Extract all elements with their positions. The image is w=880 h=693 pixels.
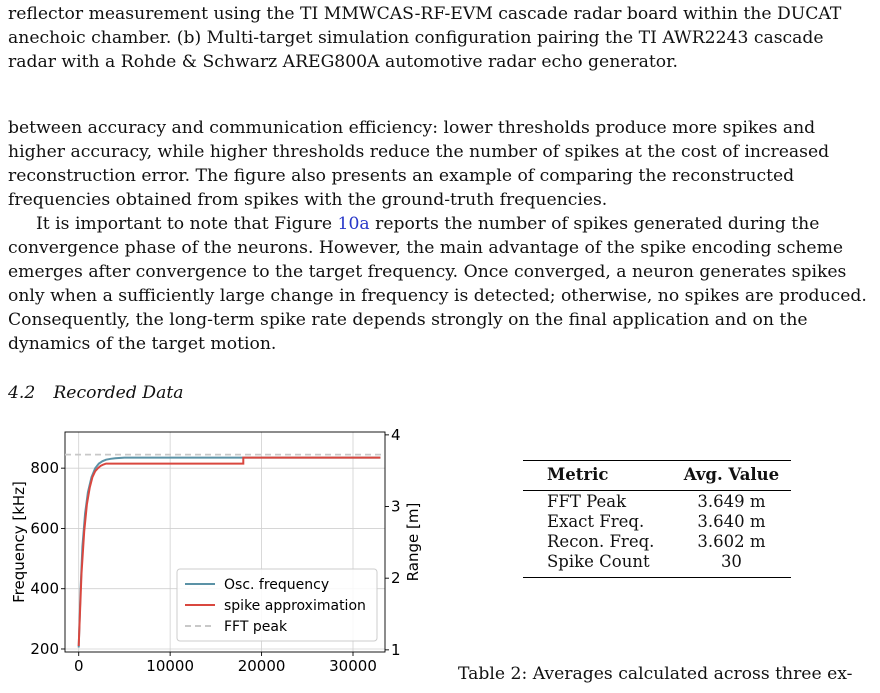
paragraph-convergence: It is important to note that Figure 10a … <box>8 212 870 356</box>
y-tick-label: 200 <box>30 640 59 658</box>
legend-label: spike approximation <box>224 598 366 614</box>
series-spike-approximation <box>77 456 381 647</box>
legend-label: Osc. frequency <box>224 577 329 593</box>
table-cell-value: 3.649 m <box>697 492 766 511</box>
y2-tick-label: 4 <box>391 426 401 444</box>
table-row: Spike Count 30 <box>523 551 791 578</box>
y2-tick-label: 1 <box>391 641 401 659</box>
section-title: Recorded Data <box>53 383 184 403</box>
table-header-value: Avg. Value <box>671 460 791 491</box>
section-heading: 4.2 Recorded Data <box>8 383 183 403</box>
section-number: 4.2 <box>8 383 36 403</box>
table-row: Recon. Freq. 3.602 m <box>523 531 791 551</box>
paragraph-accuracy: between accuracy and communication effic… <box>8 118 830 210</box>
plot-frame <box>64 431 386 653</box>
x-tick-label: 0 <box>74 657 84 675</box>
y2-tick-label: 3 <box>391 498 401 516</box>
table-header-row: Metric Avg. Value <box>523 460 791 491</box>
paragraph-convergence-start: It is important to note that Figure <box>36 214 338 234</box>
frequency-chart: 0 10000 20000 30000 200 400 600 800 1 2 3 4 Frequen… <box>10 426 422 675</box>
figure-ref-link[interactable]: 10a <box>337 214 370 234</box>
table-row: FFT Peak 3.649 m <box>523 491 791 511</box>
body-text: between accuracy and communication effic… <box>8 116 870 356</box>
chart-ticks: 0 10000 20000 30000 200 400 600 800 1 2 3 4 <box>30 426 400 675</box>
y-tick-label: 600 <box>30 519 59 537</box>
table-cell-metric: FFT Peak <box>547 492 627 511</box>
y2-axis-label: Range [m] <box>404 503 422 582</box>
table-cell-metric: Recon. Freq. <box>547 532 655 551</box>
chart-series <box>65 453 385 648</box>
table-cell-value: 3.640 m <box>697 512 766 531</box>
results-table: Metric Avg. Value FFT Peak 3.649 m Exact… <box>523 460 791 578</box>
table-header-metric: Metric <box>523 460 672 491</box>
x-tick-label: 10000 <box>146 657 194 675</box>
y-tick-label: 800 <box>30 459 59 477</box>
y2-tick-label: 2 <box>391 569 401 587</box>
table-caption: Table 2: Averages calculated across thre… <box>458 664 853 684</box>
legend-label: FFT peak <box>224 619 288 635</box>
table-row: Exact Freq. 3.640 m <box>523 511 791 531</box>
x-tick-label: 20000 <box>238 657 286 675</box>
table-cell-metric: Exact Freq. <box>547 512 645 531</box>
chart-legend: Osc. frequency spike approximation FFT pea… <box>176 568 378 642</box>
y-tick-label: 400 <box>30 580 59 598</box>
paragraph-caption-continuation: reflector measurement using the TI MMWCA… <box>8 4 842 72</box>
x-tick-label: 30000 <box>329 657 377 675</box>
y-axis-label: Frequency [kHz] <box>10 481 28 603</box>
table-cell-value: 3.602 m <box>697 532 766 551</box>
paragraph-convergence-end: reports the number of spikes generated d… <box>8 214 867 354</box>
table-cell-value: 30 <box>671 551 791 578</box>
table-cell-metric: Spike Count <box>523 551 672 578</box>
legend-box <box>176 568 378 642</box>
